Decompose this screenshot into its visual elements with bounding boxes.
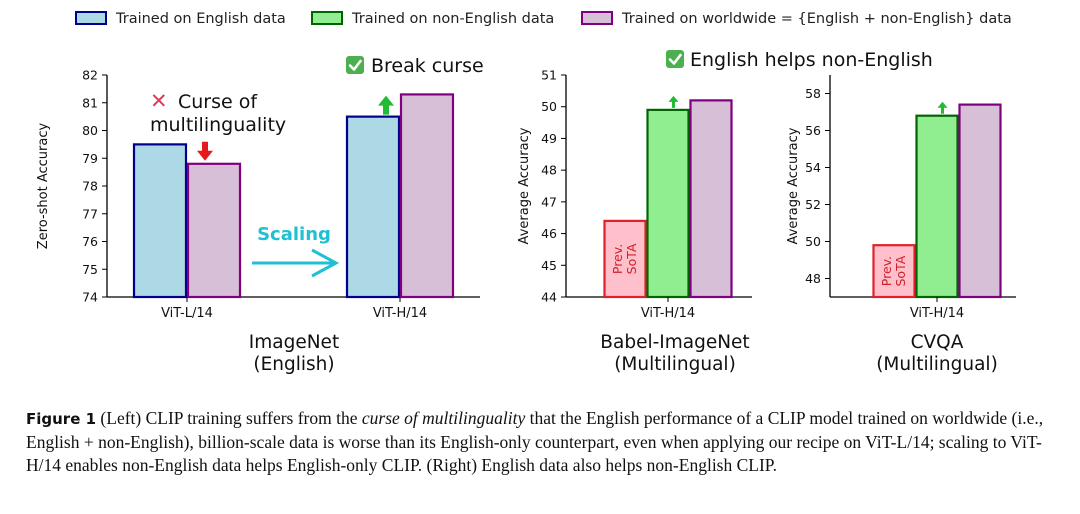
legend-label: Trained on non-English data (351, 11, 554, 27)
y-tick-label: 78 (82, 179, 98, 194)
legend-swatch (581, 11, 613, 25)
bar (399, 93, 455, 299)
bar (872, 244, 916, 299)
caption-label: Figure 1 (26, 410, 97, 428)
english-helps-label: English helps non-English (690, 49, 933, 71)
y-tick-label: 77 (82, 206, 98, 221)
check-mark (668, 53, 682, 65)
prev-sota-line2: SoTA (624, 243, 639, 274)
up-arrow-icon (937, 101, 948, 114)
y-axis-label: Average Accuracy (786, 127, 801, 244)
y-axis-label: Zero-shot Accuracy (36, 123, 51, 250)
panel-subtitle: (Multilingual) (876, 354, 998, 375)
y-tick-label: 49 (541, 131, 557, 146)
bar (186, 162, 242, 299)
imagenet-panel: 74 75 76 77 78 79 80 81 82 Zero-shot Accuracy ViT-… (36, 68, 480, 375)
cross-icon: ✕ (150, 89, 168, 113)
y-tick-label: 80 (82, 123, 98, 138)
y-tick-label: 46 (541, 226, 557, 241)
bar (603, 219, 647, 299)
y-tick-label: 75 (82, 262, 98, 277)
x-tick-label: ViT-H/14 (373, 306, 427, 321)
bar (958, 103, 1002, 299)
y-tick-label: 51 (541, 68, 557, 83)
bar (345, 115, 401, 299)
y-tick-label: 48 (805, 271, 821, 286)
prev-sota-line1: Prev. (879, 256, 894, 286)
prev-sota-line2: SoTA (893, 255, 908, 286)
legend-swatch (75, 11, 107, 25)
caption-emphasis: curse of multilinguality (361, 408, 526, 428)
break-curse-label: Break curse (371, 55, 484, 77)
y-tick-label: 54 (805, 160, 821, 175)
y-tick-label: 48 (541, 163, 557, 178)
prev-sota-label: Prev.SoTA (610, 243, 639, 274)
y-tick-label: 45 (541, 258, 557, 273)
y-tick-label: 56 (805, 123, 821, 138)
bar (646, 108, 690, 299)
check-icon (346, 56, 364, 74)
prev-sota-line1: Prev. (610, 244, 625, 274)
y-tick-label: 74 (82, 290, 98, 305)
y-tick-label: 58 (805, 86, 821, 101)
figure: Trained on English data Trained on non-En… (36, 11, 1016, 375)
x-tick-label: ViT-H/14 (910, 306, 964, 321)
y-tick-label: 79 (82, 151, 98, 166)
curse-label-line2: multilinguality (150, 114, 286, 136)
y-tick-label: 50 (805, 234, 821, 249)
legend-label: Trained on English data (115, 11, 286, 27)
panel-title: Babel-ImageNet (600, 332, 749, 353)
y-tick-label: 81 (82, 95, 98, 110)
legend-swatch (311, 11, 343, 25)
check-box (346, 56, 364, 74)
panel-title: CVQA (911, 332, 964, 353)
check-icon (666, 50, 684, 68)
y-tick-label: 50 (541, 99, 557, 114)
panel-subtitle: (Multilingual) (614, 354, 736, 375)
figure-caption: Figure 1 (Left) CLIP training suffers fr… (26, 407, 1066, 477)
y-tick-label: 52 (805, 197, 821, 212)
check-box (666, 50, 684, 68)
babel-imagenet-panel: 44 45 46 47 48 49 50 51 Average Accuracy Prev.SoT… (517, 68, 752, 375)
up-arrow-icon (668, 95, 679, 108)
y-tick-label: 44 (541, 290, 557, 305)
bar (132, 143, 188, 299)
curse-label-line1: Curse of (178, 91, 258, 113)
bar (689, 99, 733, 299)
y-tick-label: 47 (541, 194, 557, 209)
panel-subtitle: (English) (253, 354, 334, 375)
legend-label: Trained on worldwide = {English + non-En… (621, 11, 1012, 27)
x-tick-label: ViT-L/14 (161, 306, 213, 321)
scaling-label: Scaling (257, 224, 331, 245)
y-tick-label: 76 (82, 234, 98, 249)
y-tick-label: 82 (82, 68, 98, 83)
panel-title: ImageNet (249, 332, 339, 353)
y-axis-label: Average Accuracy (517, 127, 532, 244)
prev-sota-label: Prev.SoTA (879, 255, 908, 286)
scaling-arrow-icon (311, 248, 340, 278)
down-arrow-icon (197, 141, 213, 161)
caption-text-part2: that the English performance of a CLIP m… (26, 408, 1044, 475)
legend: Trained on English data Trained on non-En… (75, 11, 1012, 27)
up-arrow-icon (378, 95, 394, 115)
check-mark (348, 59, 362, 71)
x-tick-label: ViT-H/14 (641, 306, 695, 321)
cvqa-panel: 48 50 52 54 56 58 Average Accuracy Prev.SoTA ViT… (786, 75, 1016, 375)
caption-text-part1: (Left) CLIP training suffers from the (96, 408, 362, 428)
bar (915, 114, 959, 299)
